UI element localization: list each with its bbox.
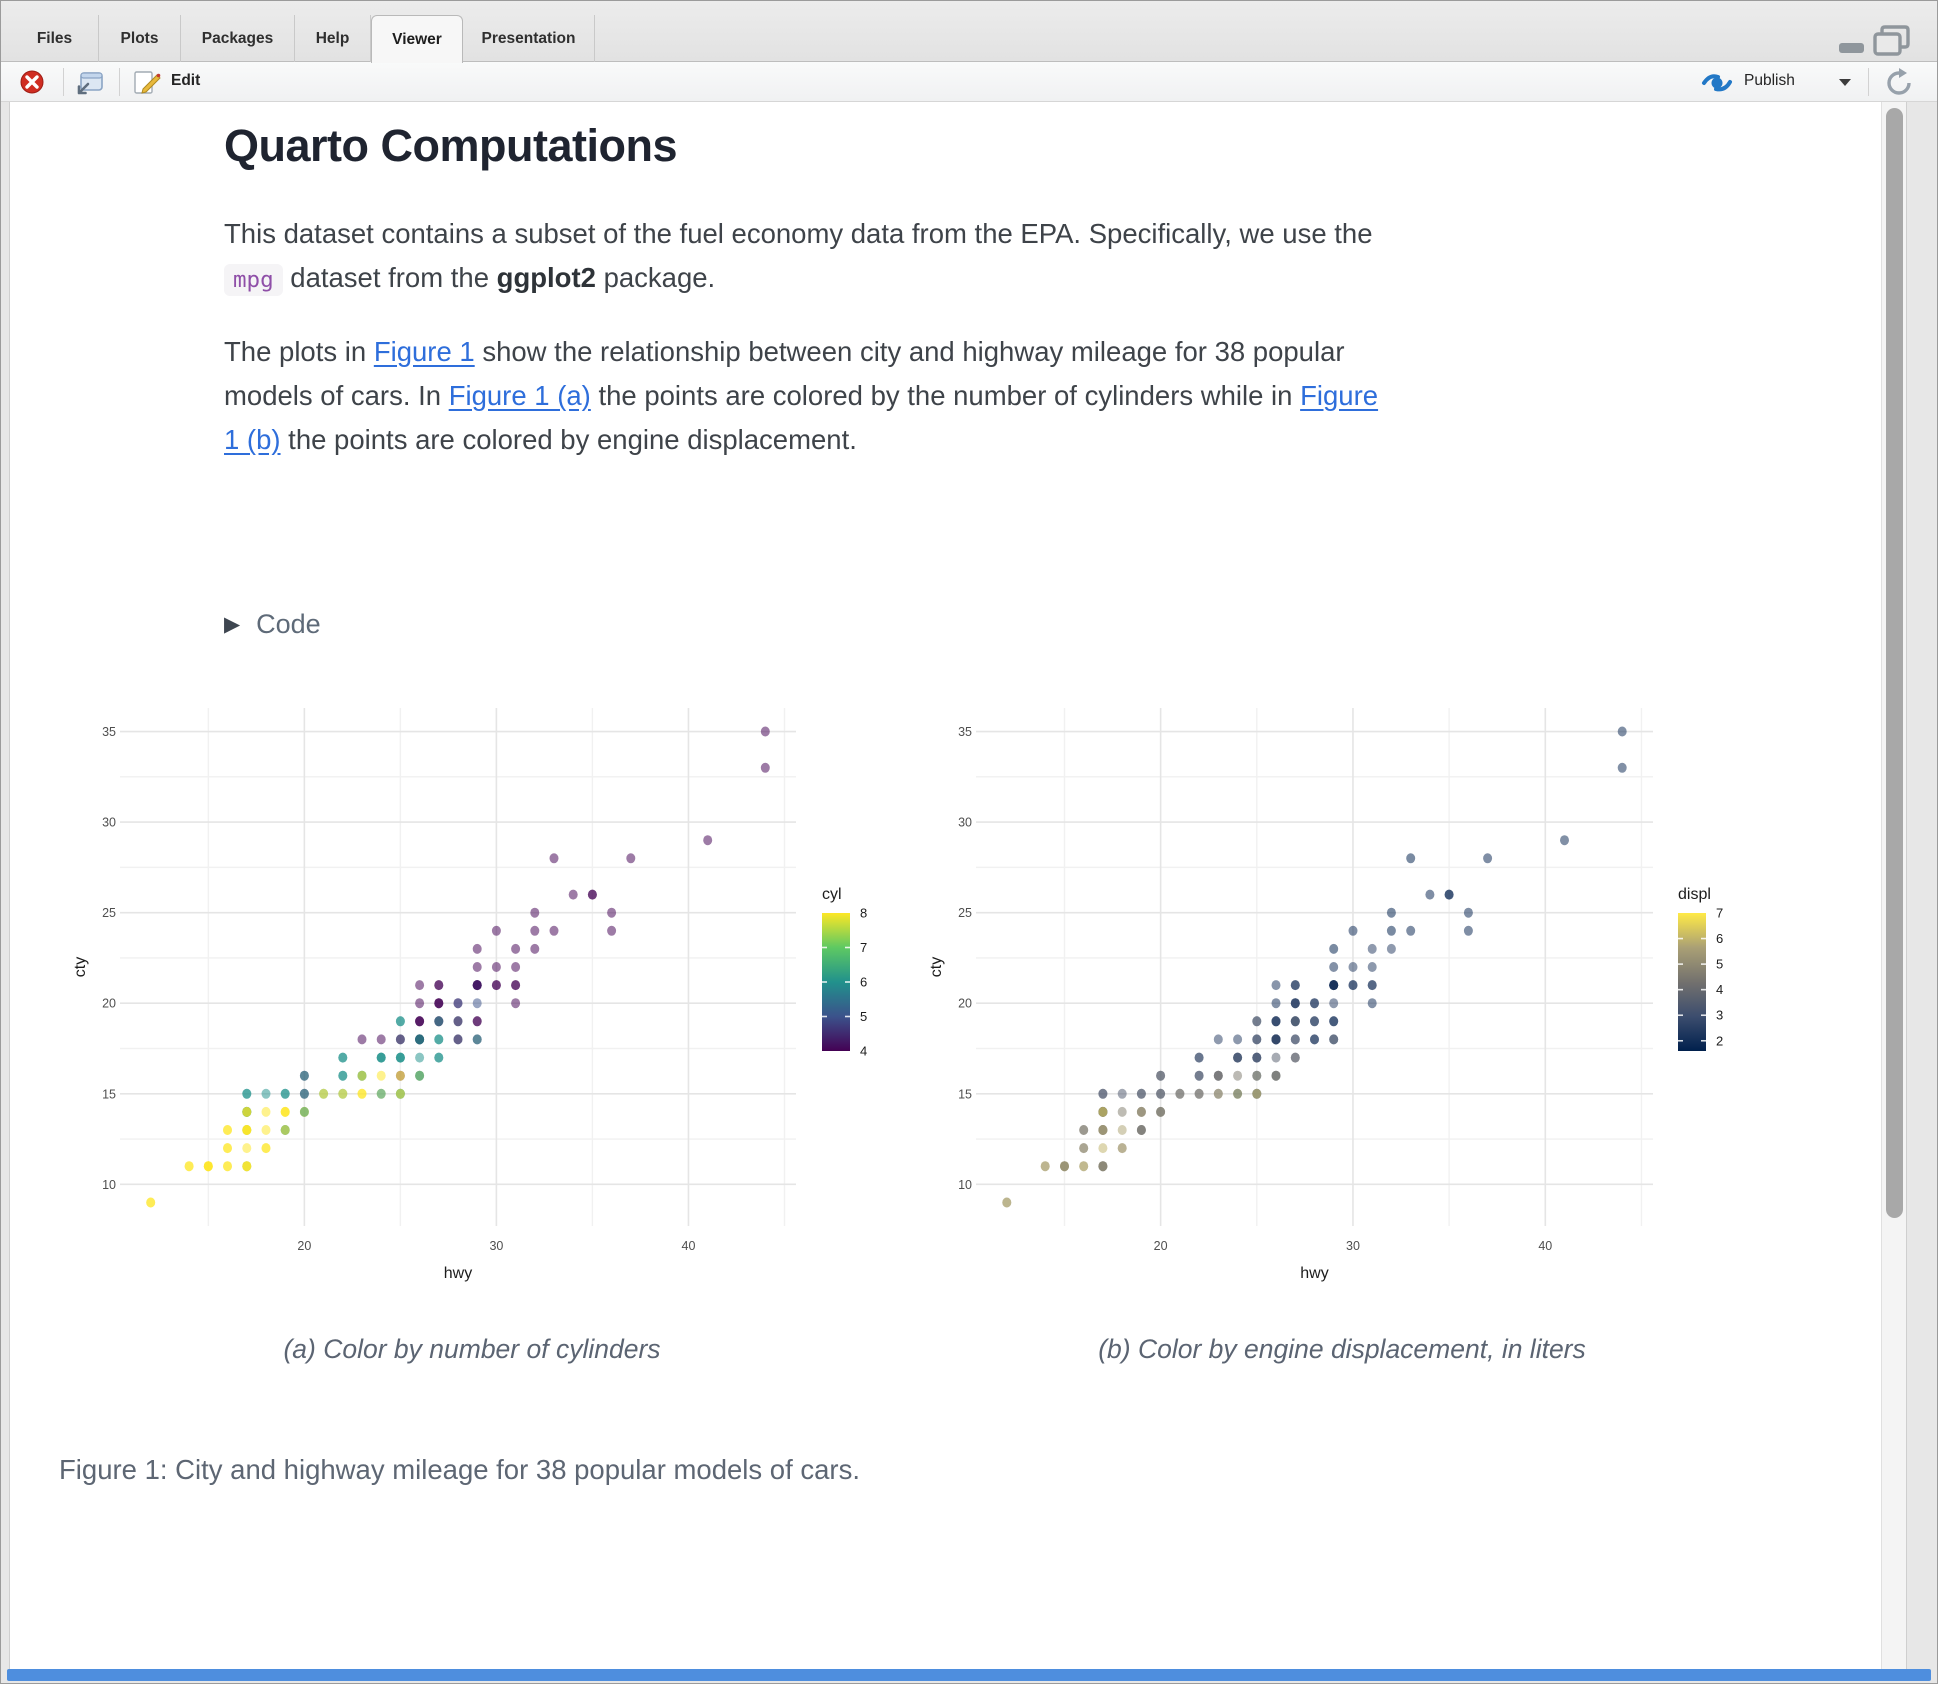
scatter-points-cyl [146,726,770,1208]
svg-text:20: 20 [102,997,116,1011]
code-disclosure-toggle[interactable]: ▶ Code [224,609,321,640]
inline-code-mpg: mpg [224,264,283,296]
legend-cyl: cyl 8 7 6 5 4 [822,886,867,1059]
svg-text:35: 35 [958,725,972,739]
svg-text:4: 4 [860,1044,867,1059]
legend-displ: displ 7 6 5 4 3 2 [1678,886,1723,1051]
svg-text:7: 7 [1716,906,1723,921]
tab-viewer[interactable]: Viewer [371,15,463,63]
disclosure-triangle-icon: ▶ [224,613,241,636]
svg-text:4: 4 [1716,982,1723,997]
tab-presentation[interactable]: Presentation [463,15,595,62]
publish-button[interactable]: Publish [1744,72,1795,89]
tab-files[interactable]: Files [11,15,99,62]
x-axis-title: hwy [444,1265,472,1282]
svg-text:15: 15 [958,1087,972,1101]
svg-text:6: 6 [1716,931,1723,946]
subfigure-b-caption: (b) Color by engine displacement, in lit… [1098,1334,1586,1364]
y-axis-title: cty [72,957,89,977]
text-run: show the relationship between city and h… [224,336,1345,411]
svg-text:6: 6 [860,975,867,990]
svg-text:5: 5 [1716,957,1723,972]
x-axis-title: hwy [1300,1265,1328,1282]
pane-focus-indicator [7,1669,1931,1681]
y-axis-title: cty [928,957,945,977]
svg-text:20: 20 [958,997,972,1011]
cross-reference-link[interactable]: Figure 1 (a) [448,380,591,411]
svg-text:35: 35 [102,725,116,739]
refresh-icon[interactable] [1883,67,1915,99]
svg-text:20: 20 [297,1239,311,1253]
svg-text:5: 5 [860,1009,867,1024]
svg-text:15: 15 [102,1087,116,1101]
tab-packages[interactable]: Packages [181,15,295,62]
svg-text:7: 7 [860,940,867,955]
edit-icon[interactable] [133,69,163,97]
intro-paragraph: This dataset contains a subset of the fu… [224,212,1389,302]
scrollbar-track[interactable] [1881,102,1906,1671]
svg-text:30: 30 [958,816,972,830]
svg-text:40: 40 [682,1239,696,1253]
pane-tab-bar: Files Plots Packages Help Viewer Present… [1,1,1937,63]
minimize-icon[interactable] [1839,43,1864,53]
svg-text:3: 3 [1716,1008,1723,1023]
stop-icon[interactable] [19,69,47,97]
restore-icon[interactable] [1873,25,1910,56]
tab-help[interactable]: Help [295,15,371,62]
svg-text:30: 30 [102,816,116,830]
svg-text:cyl: cyl [822,886,842,903]
svg-text:30: 30 [1346,1239,1360,1253]
text-run: This dataset contains a subset of the fu… [224,218,1373,249]
window-controls [1839,25,1910,56]
svg-text:displ: displ [1678,886,1711,903]
svg-text:25: 25 [958,906,972,920]
page-title: Quarto Computations [224,120,677,171]
svg-text:8: 8 [860,906,867,921]
edit-button[interactable]: Edit [171,72,201,89]
svg-text:40: 40 [1538,1239,1552,1253]
publish-icon[interactable] [1701,71,1735,95]
figure-reference-paragraph: The plots in Figure 1 show the relations… [224,330,1389,462]
tab-plots[interactable]: Plots [99,15,181,62]
svg-text:2: 2 [1716,1033,1723,1048]
svg-text:10: 10 [958,1178,972,1192]
svg-text:30: 30 [489,1239,503,1253]
text-run: dataset from the [282,262,497,293]
svg-text:10: 10 [102,1178,116,1192]
code-toggle-label: Code [256,609,321,639]
cross-reference-link[interactable]: Figure 1 (b) [224,380,1379,455]
svg-text:25: 25 [102,906,116,920]
subfigure-a-plot: 10 15 20 25 30 35 20 30 40 hwy cty cyl 8 7 6 5 4 [72,708,867,1282]
subfigure-a-caption: (a) Color by number of cylinders [283,1334,661,1364]
text-run: the points are colored by the number of … [590,380,1301,411]
cross-reference-link[interactable]: Figure 1 [373,336,475,367]
viewer-toolbar: Edit Publish [1,62,1937,102]
scrollbar-thumb[interactable] [1886,108,1903,1218]
publish-dropdown-caret[interactable] [1839,79,1851,86]
text-run: package. [595,262,716,293]
scatter-points-displ [1002,726,1627,1208]
subfigure-b-plot: 10 15 20 25 30 35 20 30 40 hwy cty displ 7 6 5 4 3 2 [928,708,1723,1282]
bold-ggplot2: ggplot2 [496,262,596,293]
svg-text:20: 20 [1154,1239,1168,1253]
text-run: The plots in [224,336,374,367]
rendered-quarto-document: Quarto Computations This dataset contain… [9,102,1907,1671]
figure-1-caption: Figure 1: City and highway mileage for 3… [59,1454,860,1485]
open-in-new-window-icon[interactable] [75,70,105,96]
text-run: the points are colored by engine displac… [280,424,857,455]
